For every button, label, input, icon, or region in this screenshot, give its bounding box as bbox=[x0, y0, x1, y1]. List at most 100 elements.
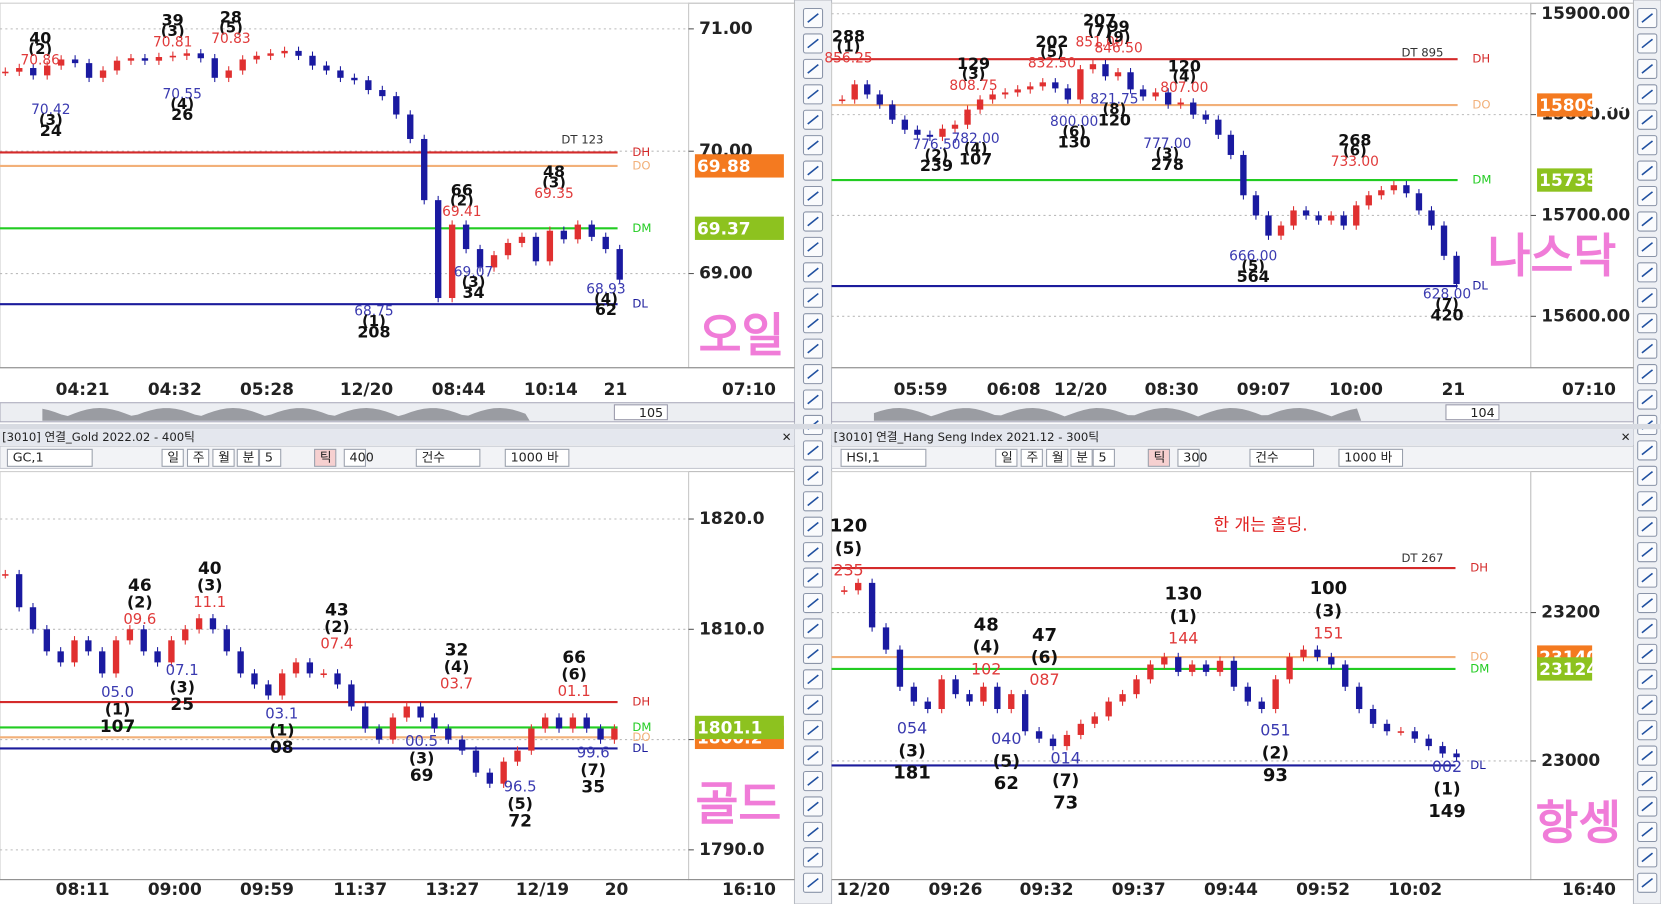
swing-count: 46 bbox=[128, 575, 152, 595]
tool-icon bbox=[807, 877, 819, 888]
candle bbox=[528, 728, 535, 751]
toolbar-field[interactable] bbox=[1092, 448, 1115, 467]
toolbar-field[interactable] bbox=[995, 448, 1018, 467]
x-tick-label: 08:11 bbox=[56, 879, 110, 899]
candle bbox=[1052, 82, 1059, 89]
candle bbox=[1091, 716, 1098, 724]
tool-icon bbox=[807, 369, 819, 379]
candle bbox=[889, 104, 896, 120]
candle bbox=[44, 65, 51, 76]
tool-icon bbox=[807, 38, 819, 49]
level-label: DM bbox=[1472, 173, 1491, 187]
low-price: 666.00 bbox=[1229, 248, 1277, 264]
toolbar-field[interactable] bbox=[415, 448, 481, 467]
swing-count: 62 bbox=[595, 300, 617, 319]
toolbar-row bbox=[831, 445, 1634, 469]
candle bbox=[976, 99, 984, 110]
toolbar-field[interactable] bbox=[1249, 448, 1315, 467]
candle bbox=[2, 71, 9, 74]
toolbar-field[interactable] bbox=[212, 448, 235, 467]
toolbar-field[interactable] bbox=[840, 448, 927, 467]
tool-icon bbox=[1641, 343, 1654, 354]
wave-label: (4) bbox=[1172, 68, 1196, 85]
price-tag-label: 23124 bbox=[1539, 659, 1598, 679]
price-axis bbox=[688, 471, 796, 881]
y-tick-label: 71.00 bbox=[699, 18, 753, 38]
candle bbox=[951, 124, 959, 129]
candle bbox=[85, 640, 92, 652]
candle bbox=[1202, 664, 1210, 672]
candle bbox=[1314, 649, 1321, 658]
toolbar-field[interactable] bbox=[1338, 448, 1404, 467]
toolbar-field[interactable] bbox=[1147, 448, 1171, 467]
candle bbox=[964, 109, 971, 125]
toolbar-field[interactable] bbox=[186, 448, 210, 467]
toolbar-field[interactable] bbox=[1177, 448, 1200, 467]
swing-count: 26 bbox=[171, 105, 193, 124]
candle bbox=[1039, 82, 1046, 87]
candle bbox=[924, 701, 931, 709]
y-tick-label: 15700.00 bbox=[1541, 204, 1630, 224]
tool-icon bbox=[1641, 827, 1654, 837]
close-button[interactable]: ✕ bbox=[782, 430, 792, 444]
candle bbox=[320, 673, 327, 675]
wave-label: (4) bbox=[964, 140, 988, 157]
toolbar-text: 월 bbox=[218, 449, 230, 464]
swing-count: 24 bbox=[40, 121, 62, 140]
candle bbox=[1411, 731, 1418, 739]
candle bbox=[994, 686, 1001, 709]
x-tick-label: 10:14 bbox=[524, 379, 578, 399]
price-tag-label: 15809.50 bbox=[1539, 95, 1628, 115]
low-price: 70.55 bbox=[162, 86, 201, 102]
scroll-count-box[interactable] bbox=[613, 404, 668, 421]
swing-count: 69 bbox=[410, 765, 434, 785]
toolbar-field[interactable] bbox=[236, 448, 260, 467]
y-tick-label: 23000 bbox=[1541, 750, 1600, 770]
wave-label: (2) bbox=[28, 41, 52, 58]
toolbar-field[interactable] bbox=[1046, 448, 1069, 467]
candle bbox=[1315, 215, 1322, 221]
wave-label: (4) bbox=[594, 291, 618, 308]
x-tick-label: 05:59 bbox=[894, 379, 948, 399]
candle bbox=[417, 706, 424, 718]
candle bbox=[1227, 134, 1235, 155]
wave-label: (5) bbox=[1040, 44, 1064, 61]
level-label: DL bbox=[1470, 758, 1486, 772]
toolbar-field[interactable] bbox=[1020, 448, 1043, 467]
candle bbox=[1035, 731, 1043, 739]
candle bbox=[113, 60, 121, 71]
toolbar-field[interactable] bbox=[161, 448, 184, 467]
candle bbox=[583, 717, 590, 729]
candle bbox=[71, 640, 78, 663]
toolbar-field[interactable] bbox=[343, 448, 366, 467]
candle bbox=[168, 640, 175, 663]
candle bbox=[1340, 215, 1347, 226]
scroll-count-box[interactable] bbox=[1445, 404, 1500, 421]
price-axis bbox=[688, 2, 796, 369]
candle bbox=[365, 80, 372, 91]
toolbar-field[interactable] bbox=[504, 448, 570, 467]
close-button[interactable]: ✕ bbox=[1621, 430, 1631, 444]
swing-count: 278 bbox=[1151, 155, 1184, 174]
wave-label: (5) bbox=[835, 538, 862, 558]
toolbar-field[interactable] bbox=[1070, 448, 1093, 467]
toolbar-text: 주 bbox=[1026, 449, 1038, 464]
wave-label: (3) bbox=[898, 740, 925, 760]
toolbar-field[interactable] bbox=[314, 448, 337, 467]
candle bbox=[1286, 657, 1293, 680]
toolbar-field[interactable] bbox=[259, 448, 282, 467]
wave-label: (7) bbox=[580, 760, 606, 779]
candle bbox=[239, 59, 246, 71]
wave-label: (3) bbox=[169, 677, 195, 696]
candle bbox=[16, 68, 23, 72]
wave-label: (4) bbox=[170, 96, 194, 113]
toolbar-text: 300 bbox=[1183, 449, 1207, 464]
toolbar-field[interactable] bbox=[6, 448, 93, 467]
candle bbox=[403, 706, 410, 718]
candle bbox=[939, 128, 946, 137]
candle bbox=[514, 750, 521, 762]
tool-icon bbox=[807, 89, 819, 100]
candle bbox=[1342, 664, 1349, 687]
price-tag bbox=[1537, 657, 1593, 681]
